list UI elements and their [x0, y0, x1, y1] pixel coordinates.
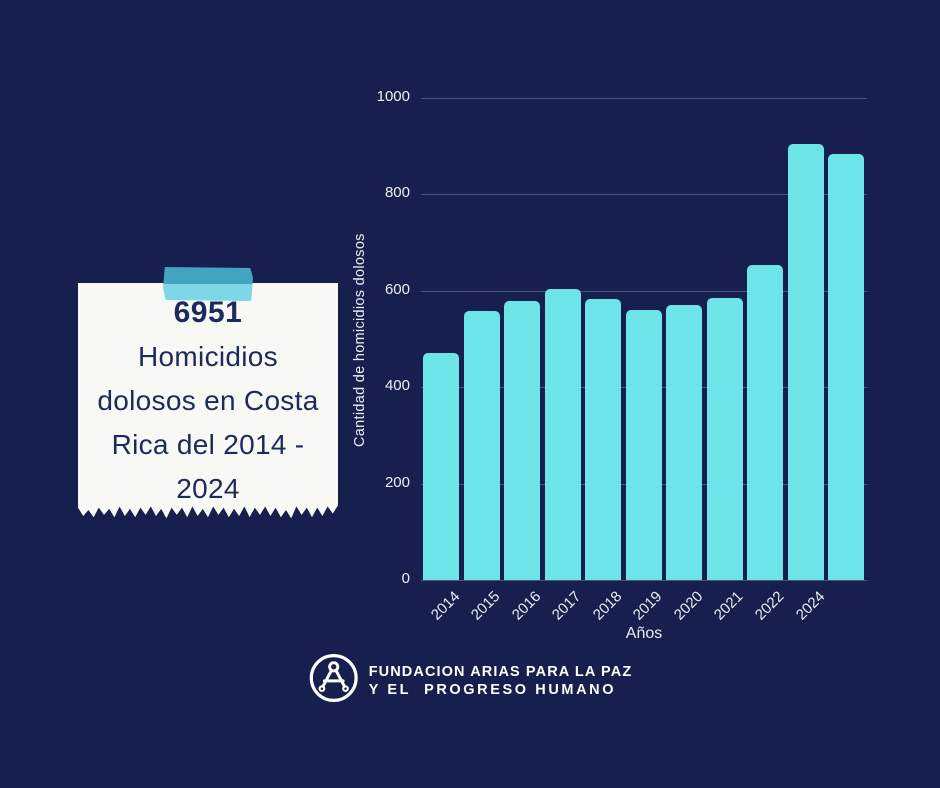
footer-org-line2: Y EL PROGRESO HUMANO: [368, 681, 617, 698]
x-tick-label: 2020: [670, 588, 707, 624]
footer-org-line1: FUNDACION ARIAS PARA LA PAZ: [368, 663, 633, 680]
x-tick-label: 2024: [792, 588, 828, 624]
bar-2015: [463, 311, 500, 580]
bar-2019: [625, 310, 662, 580]
gridline: [421, 580, 867, 581]
gridline: [421, 290, 867, 292]
bar-2022: [747, 264, 784, 580]
note-total-value: 6951: [173, 296, 243, 329]
note-text-line: 2024: [176, 473, 240, 504]
x-tick-label: 2021: [711, 588, 747, 624]
gridline: [421, 194, 867, 196]
note-paper: 6951 Homicidios dolosos en Costa Rica de…: [78, 283, 338, 519]
note-text-line: Rica del 2014 -: [111, 429, 305, 460]
bar-2024: [787, 143, 824, 580]
bar-2020: [666, 305, 703, 580]
x-axis-title: Años: [625, 625, 663, 642]
bar-2021: [706, 297, 743, 580]
x-tick-label: 2022: [751, 588, 788, 624]
x-tick-label: 2016: [508, 588, 545, 624]
y-tick-label: 800: [384, 184, 410, 202]
y-tick-label: 200: [384, 473, 410, 491]
gridline: [421, 98, 867, 99]
x-tick-label: 2019: [630, 588, 666, 624]
arias-foundation-logo-icon: [308, 652, 360, 709]
bar-unlabeled: [828, 154, 865, 580]
bar-2016: [504, 301, 541, 580]
y-tick-label: 0: [401, 570, 410, 587]
x-tick-label: 2014: [427, 588, 464, 624]
note-text-line: dolosos en Costa: [97, 385, 319, 416]
footer-logo: FUNDACION ARIAS PARA LA PAZ Y EL PROGRES…: [308, 652, 633, 709]
bar-2014: [423, 352, 460, 580]
y-tick-label: 600: [384, 280, 410, 298]
plot-area: [421, 98, 867, 581]
y-tick-label: 400: [384, 377, 410, 395]
footer-org-name: FUNDACION ARIAS PARA LA PAZ Y EL PROGRES…: [369, 664, 633, 698]
bar-2018: [585, 299, 622, 580]
x-tick-label: 2018: [589, 588, 626, 624]
tape-decoration: [163, 267, 253, 301]
x-tick-label: 2017: [549, 588, 585, 624]
note-text-line: Homicidios: [138, 341, 278, 372]
x-tick-label: 2015: [467, 588, 504, 624]
bar-2017: [544, 289, 581, 580]
y-tick-label: 1000: [376, 88, 410, 105]
y-axis-title: Cantidad de homicidios dolosos: [352, 233, 368, 447]
